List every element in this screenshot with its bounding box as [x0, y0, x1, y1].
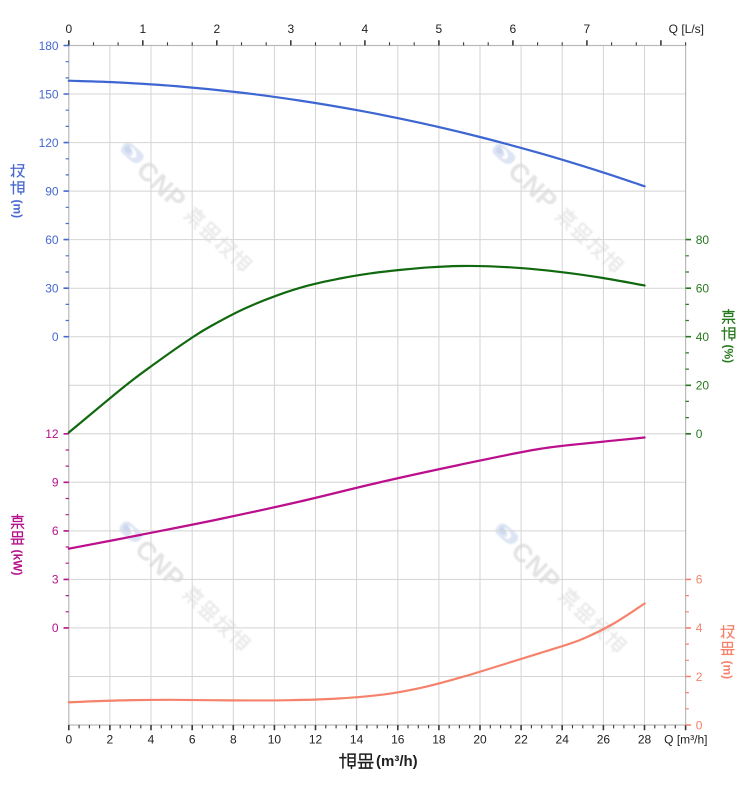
svg-text:CNP: CNP — [129, 534, 190, 595]
svg-text:6: 6 — [52, 524, 59, 538]
svg-text:6: 6 — [510, 22, 517, 36]
svg-text:CNP: CNP — [505, 536, 566, 597]
svg-text:3: 3 — [287, 22, 294, 36]
svg-text:180: 180 — [39, 39, 59, 53]
svg-text:24: 24 — [556, 733, 570, 747]
svg-text:20: 20 — [696, 379, 710, 393]
svg-text:(m³/h): (m³/h) — [376, 753, 418, 770]
svg-text:2: 2 — [213, 22, 220, 36]
svg-text:CNP: CNP — [131, 155, 192, 216]
svg-text:16: 16 — [391, 733, 405, 747]
svg-text:18: 18 — [432, 733, 446, 747]
svg-text:Q [L/s]: Q [L/s] — [669, 22, 704, 36]
svg-text:0: 0 — [52, 621, 59, 635]
svg-text:Q [m³/h]: Q [m³/h] — [664, 733, 707, 747]
svg-text:14: 14 — [350, 733, 364, 747]
svg-text:0: 0 — [696, 427, 703, 441]
svg-text:4: 4 — [148, 733, 155, 747]
svg-text:60: 60 — [696, 282, 710, 296]
svg-text:8: 8 — [230, 733, 237, 747]
svg-text:22: 22 — [514, 733, 528, 747]
svg-text:(%): (%) — [722, 345, 736, 364]
svg-text:4: 4 — [362, 22, 369, 36]
svg-text:(m): (m) — [11, 200, 25, 219]
svg-text:0: 0 — [52, 330, 59, 344]
svg-text:(m): (m) — [721, 661, 735, 680]
svg-text:12: 12 — [309, 733, 323, 747]
svg-text:0: 0 — [65, 22, 72, 36]
svg-text:80: 80 — [696, 233, 710, 247]
svg-text:CNP: CNP — [502, 156, 563, 217]
svg-text:120: 120 — [39, 136, 59, 150]
svg-text:0: 0 — [696, 718, 703, 732]
svg-text:90: 90 — [45, 184, 59, 198]
svg-text:4: 4 — [696, 621, 703, 635]
svg-text:(kW): (kW) — [11, 550, 25, 576]
svg-text:6: 6 — [189, 733, 196, 747]
svg-text:2: 2 — [107, 733, 114, 747]
svg-text:3: 3 — [52, 573, 59, 587]
svg-text:150: 150 — [39, 87, 59, 101]
svg-text:5: 5 — [436, 22, 443, 36]
svg-text:30: 30 — [45, 282, 59, 296]
svg-text:20: 20 — [473, 733, 487, 747]
svg-text:9: 9 — [52, 476, 59, 490]
svg-text:40: 40 — [696, 330, 710, 344]
svg-text:1: 1 — [139, 22, 146, 36]
svg-text:7: 7 — [584, 22, 591, 36]
svg-text:28: 28 — [638, 733, 652, 747]
svg-text:6: 6 — [696, 573, 703, 587]
svg-text:0: 0 — [65, 733, 72, 747]
svg-text:60: 60 — [45, 233, 59, 247]
svg-text:10: 10 — [268, 733, 282, 747]
svg-text:2: 2 — [696, 670, 703, 684]
svg-text:26: 26 — [597, 733, 611, 747]
svg-text:12: 12 — [45, 427, 59, 441]
